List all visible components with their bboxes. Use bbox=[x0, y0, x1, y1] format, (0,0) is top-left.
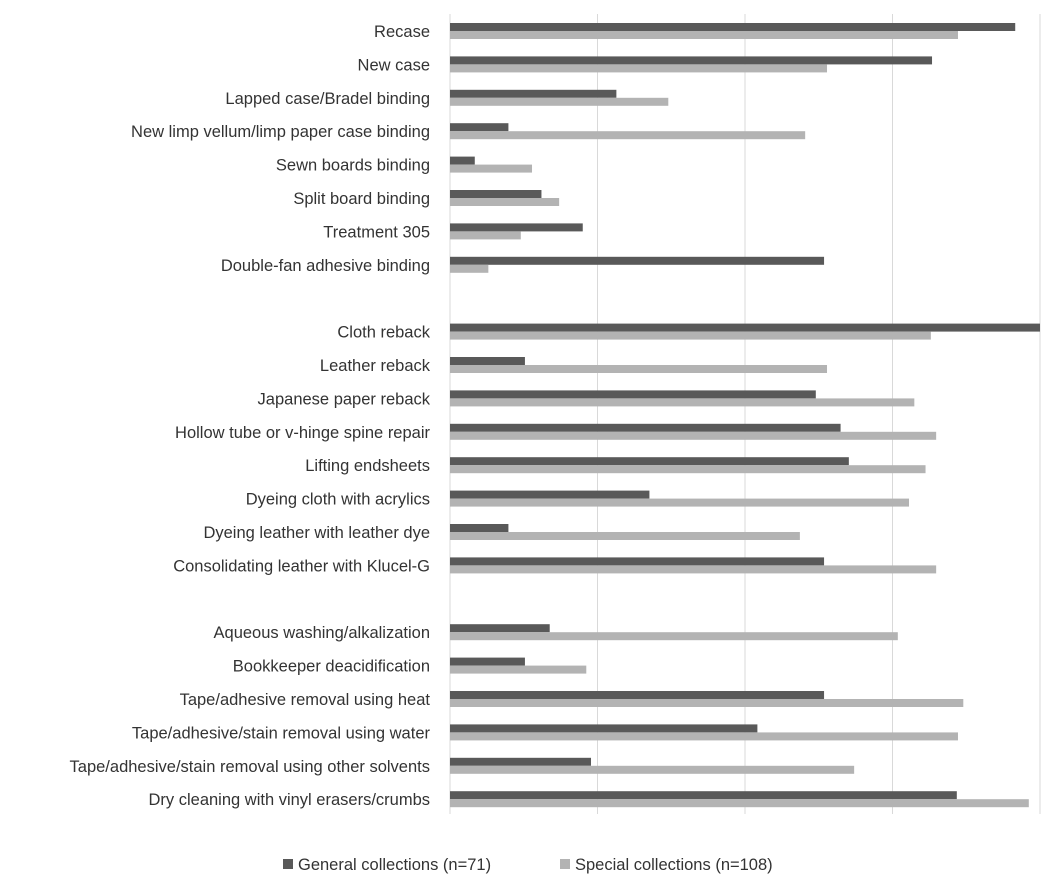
category-label: Bookkeeper deacidification bbox=[233, 658, 430, 676]
bar-special-collections bbox=[450, 398, 915, 407]
bar-general-collections bbox=[450, 624, 550, 633]
bar-special-collections bbox=[450, 665, 587, 674]
bar-special-collections bbox=[450, 431, 937, 440]
category-label: Leather reback bbox=[320, 357, 431, 375]
bar-general-collections bbox=[450, 457, 849, 466]
bar-special-collections bbox=[450, 532, 800, 540]
category-label: Recase bbox=[374, 23, 430, 41]
bar-general-collections bbox=[450, 557, 825, 566]
bar-general-collections bbox=[450, 256, 825, 265]
bar-general-collections bbox=[450, 23, 1016, 31]
category-label: Aqueous washing/alkalization bbox=[214, 624, 430, 642]
bar-special-collections bbox=[450, 732, 958, 741]
category-label: Hollow tube or v-hinge spine repair bbox=[175, 424, 430, 442]
category-label: Lapped case/Bradel binding bbox=[225, 90, 430, 108]
legend-swatch bbox=[560, 859, 570, 869]
bar-special-collections bbox=[450, 31, 958, 39]
bar-special-collections bbox=[450, 365, 828, 373]
bar-general-collections bbox=[450, 156, 475, 165]
bar-special-collections bbox=[450, 465, 926, 474]
legend-label: Special collections (n=108) bbox=[575, 856, 773, 874]
bar-general-collections bbox=[450, 724, 758, 733]
bar-special-collections bbox=[450, 131, 806, 140]
bar-special-collections bbox=[450, 64, 828, 73]
bar-general-collections bbox=[450, 56, 933, 65]
category-label: Dyeing cloth with acrylics bbox=[246, 491, 430, 509]
bars bbox=[450, 23, 1040, 808]
category-label: New case bbox=[358, 56, 430, 74]
bar-general-collections bbox=[450, 323, 1040, 332]
bar-special-collections bbox=[450, 799, 1029, 808]
bar-general-collections bbox=[450, 390, 816, 399]
category-label: Treatment 305 bbox=[323, 223, 430, 241]
bar-general-collections bbox=[450, 791, 957, 800]
bar-general-collections bbox=[450, 357, 525, 365]
bar-special-collections bbox=[450, 632, 898, 641]
legend: General collections (n=71) Special collec… bbox=[283, 856, 773, 874]
category-label: Tape/adhesive/stain removal using water bbox=[132, 724, 431, 742]
category-label: Tape/adhesive removal using heat bbox=[180, 691, 431, 709]
bar-general-collections bbox=[450, 490, 650, 499]
category-label: Split board binding bbox=[293, 190, 430, 208]
bar-special-collections bbox=[450, 699, 964, 707]
bar-special-collections bbox=[450, 164, 533, 173]
bar-special-collections bbox=[450, 231, 521, 240]
category-label: New limp vellum/limp paper case binding bbox=[131, 123, 430, 141]
category-label: Sewn boards binding bbox=[276, 157, 430, 175]
bar-special-collections bbox=[450, 565, 937, 574]
bar-general-collections bbox=[450, 123, 509, 132]
bar-general-collections bbox=[450, 190, 542, 198]
bar-special-collections bbox=[450, 264, 489, 273]
category-label: Cloth reback bbox=[337, 324, 430, 342]
bar-special-collections bbox=[450, 97, 669, 106]
category-label: Dyeing leather with leather dye bbox=[203, 524, 430, 542]
bar-special-collections bbox=[450, 198, 560, 206]
bar-special-collections bbox=[450, 331, 931, 340]
bar-general-collections bbox=[450, 691, 825, 699]
bar-general-collections bbox=[450, 423, 841, 432]
category-label: Dry cleaning with vinyl erasers/crumbs bbox=[148, 791, 430, 809]
bar-general-collections bbox=[450, 89, 617, 98]
legend-label: General collections (n=71) bbox=[298, 856, 491, 874]
category-label: Consolidating leather with Klucel-G bbox=[173, 557, 430, 575]
bar-special-collections bbox=[450, 498, 910, 507]
bar-general-collections bbox=[450, 223, 583, 232]
category-label: Tape/adhesive/stain removal using other … bbox=[70, 758, 430, 776]
bar-special-collections bbox=[450, 765, 855, 774]
category-labels: Recase New case Lapped case/Bradel binding… bbox=[70, 23, 431, 809]
category-label: Double-fan adhesive binding bbox=[221, 257, 430, 275]
gridlines bbox=[449, 14, 1041, 814]
legend-swatch bbox=[283, 859, 293, 869]
category-label: Japanese paper reback bbox=[258, 390, 431, 408]
bar-general-collections bbox=[450, 524, 509, 532]
bar-general-collections bbox=[450, 757, 592, 766]
category-label: Lifting endsheets bbox=[305, 457, 430, 475]
bar-general-collections bbox=[450, 657, 525, 666]
